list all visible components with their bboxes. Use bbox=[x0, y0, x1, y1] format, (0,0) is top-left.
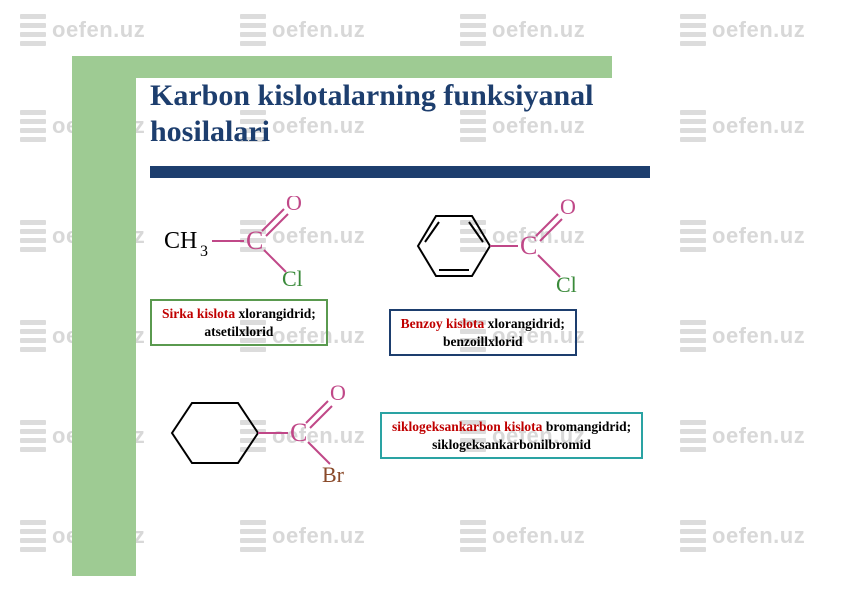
compound-3-suffix: bromangidrid; bbox=[546, 419, 631, 434]
compound-2-name-1: Benzoy kislota bbox=[401, 316, 485, 331]
svg-text:O: O bbox=[560, 196, 576, 219]
svg-text:O: O bbox=[286, 196, 302, 215]
compound-3-name-1: siklogeksankarbon kislota bbox=[392, 419, 542, 434]
slide-content: Karbon kislotalarning funksiyanal hosila… bbox=[150, 78, 790, 515]
compound-1-structure: CH 3 C O Cl bbox=[164, 196, 314, 291]
compound-3-name-2: siklogeksankarbonilbromid bbox=[432, 437, 591, 452]
watermark-item: oefen.uz bbox=[240, 520, 365, 552]
compound-1-name-2: atsetilxlorid bbox=[204, 324, 273, 339]
watermark-item: oefen.uz bbox=[680, 520, 805, 552]
compound-row-2: C O Br siklogeksankarbon kislota bromang… bbox=[150, 378, 790, 493]
svg-text:3: 3 bbox=[200, 243, 208, 260]
title-line-1: Karbon kislotalarning funksiyanal bbox=[150, 79, 593, 112]
svg-text:Br: Br bbox=[322, 462, 345, 487]
slide-frame-vertical bbox=[72, 56, 136, 576]
benzoyl-chloride-svg: C O Cl bbox=[388, 196, 578, 296]
compound-2-suffix: xlorangidrid; bbox=[488, 316, 565, 331]
svg-text:CH: CH bbox=[164, 228, 197, 254]
acetyl-chloride-svg: CH 3 C O Cl bbox=[164, 196, 314, 286]
compound-1: CH 3 C O Cl Sirka kislota xlorangidrid; … bbox=[150, 196, 328, 346]
svg-text:C: C bbox=[246, 226, 263, 255]
compound-1-suffix: xlorangidrid; bbox=[239, 306, 316, 321]
watermark-item: oefen.uz bbox=[460, 14, 585, 46]
compound-3-label: siklogeksankarbon kislota bromangidrid; … bbox=[380, 412, 643, 459]
title-underline bbox=[150, 166, 650, 178]
svg-text:C: C bbox=[290, 418, 307, 447]
svg-text:Cl: Cl bbox=[556, 272, 577, 296]
cyclohexanecarbonyl-bromide-svg: C O Br bbox=[150, 378, 350, 488]
watermark-item: oefen.uz bbox=[240, 14, 365, 46]
compound-1-name-1: Sirka kislota bbox=[162, 306, 235, 321]
watermark-item: oefen.uz bbox=[680, 14, 805, 46]
svg-text:Cl: Cl bbox=[282, 266, 303, 286]
compound-2-name-2: benzoillxlorid bbox=[443, 334, 523, 349]
compound-3-structure: C O Br bbox=[150, 378, 350, 493]
svg-text:C: C bbox=[520, 231, 537, 260]
compound-row-1: CH 3 C O Cl Sirka kislota xlorangidrid; … bbox=[150, 196, 790, 356]
watermark-item: oefen.uz bbox=[460, 520, 585, 552]
compound-1-label: Sirka kislota xlorangidrid; atsetilxlori… bbox=[150, 299, 328, 346]
slide-frame-horizontal bbox=[72, 56, 612, 78]
compound-2-structure: C O Cl bbox=[388, 196, 578, 301]
watermark-item: oefen.uz bbox=[20, 14, 145, 46]
compound-2-label: Benzoy kislota xlorangidrid; benzoillxlo… bbox=[389, 309, 577, 356]
compound-2: C O Cl Benzoy kislota xlorangidrid; benz… bbox=[388, 196, 578, 356]
title-line-2: hosilalari bbox=[150, 115, 270, 148]
svg-text:O: O bbox=[330, 380, 346, 405]
slide-title: Karbon kislotalarning funksiyanal hosila… bbox=[150, 78, 790, 150]
